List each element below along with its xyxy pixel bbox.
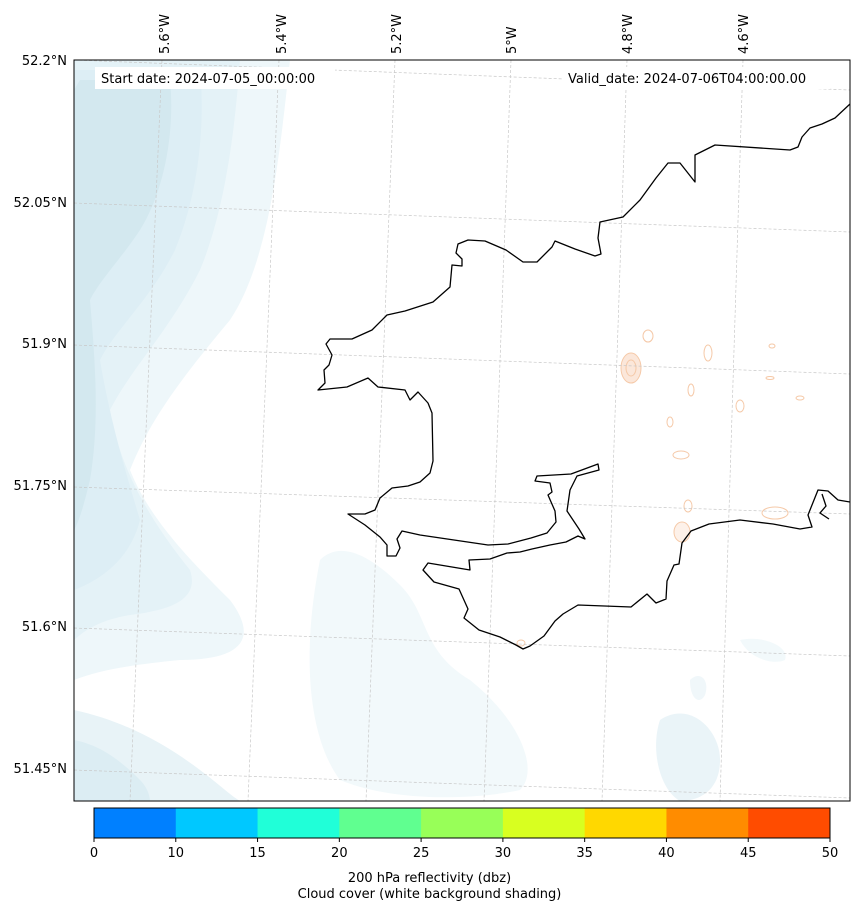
colorbar-tick-label: 25 — [413, 846, 430, 861]
colorbar-tick-label: 0 — [90, 846, 98, 861]
lon-label: 5.6°W — [158, 14, 173, 54]
valid-date-text: Valid_date: 2024-07-06T04:00:00.00 — [568, 72, 806, 87]
longitude-labels: 5.6°W 5.4°W 5.2°W 5°W 4.8°W 4.6°W — [158, 14, 752, 54]
colorbar-tick-label: 15 — [249, 846, 266, 861]
coastline-islet — [819, 493, 830, 520]
colorbar-segment — [748, 808, 831, 838]
lat-label: 51.75°N — [14, 479, 67, 494]
map-frame — [73, 59, 851, 802]
graticule — [74, 60, 850, 801]
lat-label: 51.45°N — [14, 762, 67, 777]
colorbar-sublabel: Cloud cover (white background shading) — [297, 887, 562, 902]
lon-label: 5°W — [505, 26, 520, 54]
cloud-cover-shading — [74, 60, 786, 801]
map-panel — [74, 60, 850, 801]
colorbar-tick-label: 50 — [822, 846, 839, 861]
colorbar-segment — [339, 808, 422, 838]
lon-label: 5.2°W — [390, 14, 405, 54]
latitude-labels: 52.2°N 52.05°N 51.9°N 51.75°N 51.6°N 51.… — [14, 54, 67, 777]
start-date-text: Start date: 2024-07-05_00:00:00 — [101, 72, 315, 87]
colorbar-tick-label: 35 — [576, 846, 593, 861]
start-date-box — [95, 67, 335, 89]
coastline — [317, 103, 850, 650]
reflectivity-echoes — [516, 329, 805, 647]
colorbar: 0 10 15 20 25 30 35 40 45 50 — [90, 807, 839, 861]
colorbar-tick-label: 20 — [331, 846, 348, 861]
colorbar-tick-label: 40 — [658, 846, 675, 861]
colorbar-segment — [584, 808, 667, 838]
colorbar-label: 200 hPa reflectivity (dbz) — [347, 871, 512, 886]
lat-label: 51.9°N — [22, 337, 67, 352]
lon-label: 4.6°W — [737, 14, 752, 54]
colorbar-segment — [666, 808, 749, 838]
lat-label: 52.2°N — [22, 54, 67, 69]
colorbar-segment — [94, 808, 177, 838]
lon-label: 5.4°W — [275, 14, 290, 54]
colorbar-tick-label: 30 — [495, 846, 512, 861]
colorbar-segment — [175, 808, 259, 838]
colorbar-frame — [93, 807, 831, 839]
colorbar-tick-label: 10 — [168, 846, 185, 861]
lat-label: 52.05°N — [14, 196, 67, 211]
colorbar-segment — [421, 808, 504, 838]
colorbar-segment — [502, 808, 586, 838]
lon-label: 4.8°W — [621, 14, 636, 54]
colorbar-tick-label: 45 — [740, 846, 757, 861]
valid-date-box — [562, 67, 830, 89]
lat-label: 51.6°N — [22, 620, 67, 635]
colorbar-segment — [257, 808, 340, 838]
